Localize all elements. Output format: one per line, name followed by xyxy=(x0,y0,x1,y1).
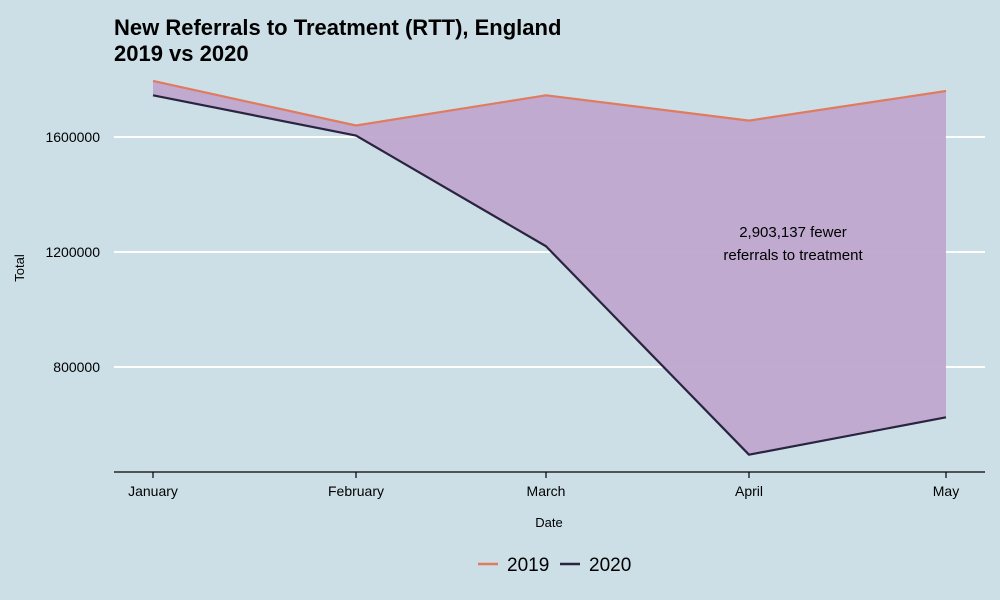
x-tick-label: May xyxy=(933,483,959,499)
x-axis: January February March April May xyxy=(114,471,985,499)
y-tick-label: 1600000 xyxy=(45,129,100,145)
difference-area xyxy=(153,80,946,455)
y-axis-title: Total xyxy=(12,254,27,282)
series-lines xyxy=(152,79,947,456)
legend: 2019 2020 xyxy=(478,555,631,576)
annotation-line: 2,903,137 fewer xyxy=(739,224,847,241)
chart-subtitle: 2019 vs 2020 xyxy=(114,41,249,66)
x-tick-label: March xyxy=(527,483,566,499)
series-line-2019 xyxy=(152,79,947,127)
x-axis-title: Date xyxy=(535,515,562,530)
x-tick-label: February xyxy=(328,483,384,499)
annotation-line: referrals to treatment xyxy=(723,247,863,264)
difference-fill xyxy=(153,80,946,455)
y-tick-label: 800000 xyxy=(53,359,100,375)
chart-title: New Referrals to Treatment (RTT), Englan… xyxy=(114,15,561,40)
series-line-2020 xyxy=(152,94,947,456)
legend-label: 2019 xyxy=(507,555,549,576)
x-tick-label: January xyxy=(128,483,178,499)
x-tick-label: April xyxy=(735,483,763,499)
y-tick-label: 1200000 xyxy=(45,244,100,260)
chart-annotation: 2,903,137 fewer referrals to treatment xyxy=(723,224,863,264)
y-axis: 800000 1200000 1600000 xyxy=(45,129,100,375)
legend-label: 2020 xyxy=(589,555,631,576)
